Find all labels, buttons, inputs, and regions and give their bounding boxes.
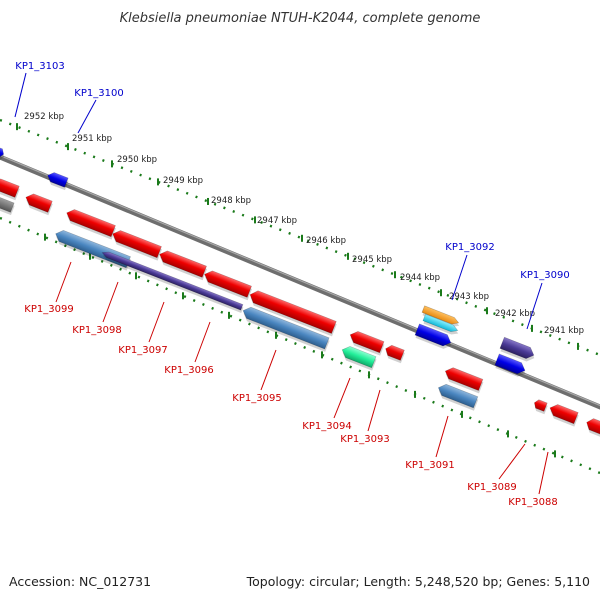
leader-line — [77, 99, 97, 134]
gene-arrow — [422, 313, 459, 332]
gene-arrow — [242, 306, 330, 350]
gene-steel-3[interactable] — [435, 382, 479, 411]
gene-label-forward[interactable]: KP1_3103 — [15, 61, 64, 72]
gene-kp1-3096[interactable] — [202, 269, 253, 301]
gene-blue-right[interactable] — [494, 353, 529, 379]
gene-kp1-3089[interactable] — [547, 402, 580, 427]
map-title: Klebsiella pneumoniae NTUH-K2044, comple… — [120, 11, 481, 26]
gene-arrow — [444, 367, 484, 391]
gene-kp1-3100[interactable] — [45, 171, 70, 191]
gene-arrow — [47, 172, 69, 188]
leader-line — [102, 281, 119, 323]
gene-arrow — [0, 197, 15, 213]
tick-label: 2941 kbp — [544, 326, 584, 336]
gene-label-reverse[interactable]: KP1_3089 — [467, 482, 516, 493]
gene-arrow — [421, 305, 460, 325]
gene-arrow — [159, 250, 207, 278]
gene-arrow — [204, 270, 252, 298]
gene-right-edge-red[interactable] — [584, 417, 600, 439]
gene-label-reverse[interactable]: KP1_3093 — [340, 434, 389, 445]
gene-arrow — [549, 404, 579, 425]
genome-summary-text: Topology: circular; Length: 5,248,520 bp… — [246, 574, 590, 589]
gene-label-reverse[interactable]: KP1_3097 — [118, 345, 167, 356]
gene-kp1-3092[interactable] — [414, 323, 454, 351]
gene-purple-long[interactable] — [100, 250, 244, 314]
gene-label-forward[interactable]: KP1_3100 — [74, 88, 123, 99]
leader-line — [14, 72, 27, 118]
gene-kp1-3095[interactable] — [247, 289, 338, 337]
gene-cyan[interactable] — [422, 313, 460, 337]
gene-green[interactable] — [339, 344, 377, 371]
gene-label-reverse[interactable]: KP1_3094 — [302, 421, 351, 432]
gene-label-reverse[interactable]: KP1_3095 — [232, 393, 281, 404]
tick-label: 2947 kbp — [257, 216, 297, 226]
gene-label-reverse[interactable]: KP1_3091 — [405, 460, 454, 471]
gene-arrow — [494, 353, 526, 375]
gene-arrow — [101, 251, 244, 311]
gene-left-red-2[interactable] — [23, 192, 54, 216]
gene-arrow — [0, 145, 4, 158]
gene-arrow — [534, 399, 548, 412]
gene-label-forward[interactable]: KP1_3092 — [445, 242, 494, 253]
gene-arrow — [437, 383, 479, 409]
tick-label: 2951 kbp — [72, 134, 112, 144]
gene-orange[interactable] — [421, 305, 461, 329]
accession-text: Accession: NC_012731 — [9, 574, 151, 589]
tick-label: 2949 kbp — [163, 176, 203, 186]
gene-arrow — [66, 209, 116, 238]
gene-steel-2[interactable] — [240, 305, 330, 352]
leader-line — [435, 415, 449, 458]
gene-arrow — [499, 336, 535, 359]
tick-label: 2942 kbp — [495, 309, 535, 319]
leader-line — [498, 443, 526, 480]
leader-line — [367, 389, 381, 432]
gene-kp1-3094[interactable] — [347, 329, 385, 356]
leader-line — [148, 301, 165, 343]
gene-label-reverse[interactable]: KP1_3099 — [24, 304, 73, 315]
tick-label: 2944 kbp — [400, 273, 440, 283]
tick-label: 2946 kbp — [306, 236, 346, 246]
leader-line — [538, 451, 549, 495]
leader-line — [451, 254, 468, 301]
tick-label: 2948 kbp — [211, 196, 251, 206]
gene-kp1-3090[interactable] — [499, 336, 537, 363]
leader-line — [526, 282, 543, 330]
tick-label: 2945 kbp — [352, 255, 392, 265]
tick-labels: 2952 kbp 2951 kbp 2950 kbp 2949 kbp 2948 kbp… — [24, 112, 584, 336]
gene-left-edge-red[interactable] — [0, 177, 21, 201]
tick-label: 2943 kbp — [449, 292, 489, 302]
gene-kp1-3093[interactable] — [383, 344, 406, 364]
leader-line — [333, 377, 351, 419]
gene-arrow — [586, 418, 600, 436]
gene-kp1-3088[interactable] — [532, 399, 549, 415]
gene-left-gray[interactable] — [0, 196, 16, 216]
gene-label-reverse[interactable]: KP1_3098 — [72, 325, 121, 336]
gene-arrow — [112, 230, 162, 259]
gene-kp1-3098[interactable] — [110, 228, 163, 261]
gene-labels: KP1_3103 KP1_3100 KP1_3092 KP1_3090 KP1_3099… — [14, 61, 570, 508]
gene-arrow — [0, 178, 20, 198]
gene-label-forward[interactable]: KP1_3090 — [520, 270, 569, 281]
gene-arrow — [25, 193, 53, 213]
gene-label-reverse[interactable]: KP1_3088 — [508, 497, 557, 508]
genome-backbone-group — [0, 118, 600, 475]
leader-line — [260, 349, 277, 391]
gene-features — [0, 145, 600, 439]
gene-arrow — [349, 331, 385, 354]
leader-line — [194, 321, 211, 363]
tick-label: 2950 kbp — [117, 155, 157, 165]
gene-kp1-3097[interactable] — [157, 249, 208, 281]
leader-line — [55, 261, 72, 303]
gene-arrow — [249, 290, 337, 334]
gene-label-reverse[interactable]: KP1_3096 — [164, 365, 213, 376]
gene-arrow — [414, 323, 452, 347]
gene-arrow — [385, 344, 405, 361]
gene-kp1-3103[interactable] — [0, 145, 7, 162]
gene-kp1-3091[interactable] — [442, 365, 484, 394]
tick-label: 2952 kbp — [24, 112, 64, 122]
gene-arrow — [341, 346, 377, 369]
gene-kp1-3099[interactable] — [64, 207, 117, 240]
